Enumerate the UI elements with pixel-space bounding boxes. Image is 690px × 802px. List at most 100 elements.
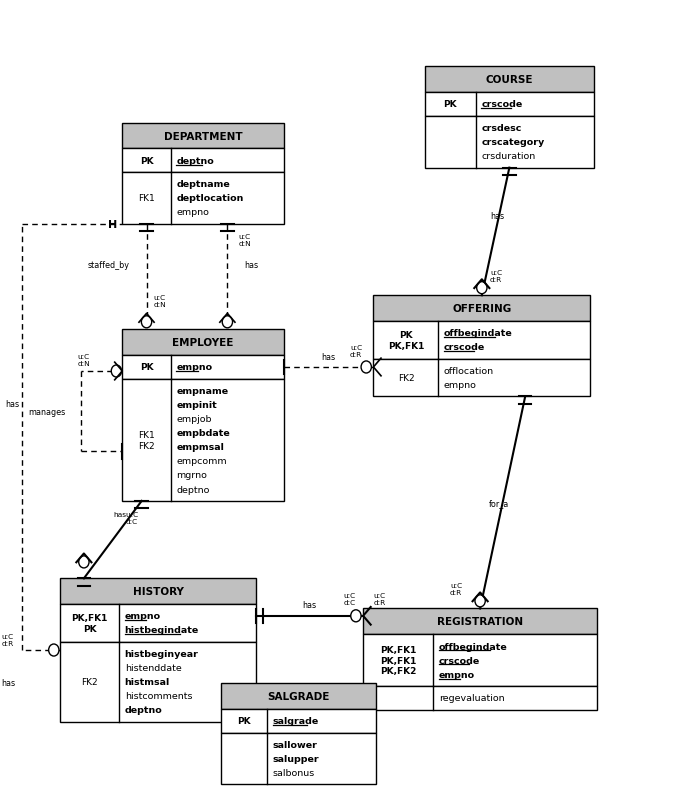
Text: PK: PK — [237, 716, 250, 725]
Bar — [425, 67, 593, 93]
Text: for_a: for_a — [489, 498, 509, 508]
Circle shape — [222, 317, 233, 329]
Circle shape — [48, 644, 59, 656]
Text: histmsal: histmsal — [125, 678, 170, 687]
Bar — [363, 609, 597, 634]
Text: DEPARTMENT: DEPARTMENT — [164, 132, 242, 141]
Bar — [221, 709, 375, 733]
Text: PK: PK — [139, 363, 153, 372]
Text: offlocation: offlocation — [444, 367, 494, 375]
Text: FK1
FK2: FK1 FK2 — [138, 431, 155, 450]
Text: empno: empno — [439, 670, 475, 678]
Text: histenddate: histenddate — [125, 663, 181, 672]
Bar — [363, 634, 597, 687]
Text: u:C
d:C: u:C d:C — [344, 592, 355, 605]
Circle shape — [361, 362, 371, 374]
Bar — [122, 330, 284, 356]
Text: OFFERING: OFFERING — [452, 304, 511, 314]
Bar — [363, 687, 597, 710]
Circle shape — [111, 366, 121, 378]
Bar — [221, 733, 375, 784]
Text: crscode: crscode — [439, 656, 480, 665]
Bar — [60, 605, 257, 642]
Bar — [425, 93, 593, 116]
Text: sallower: sallower — [273, 740, 317, 749]
Circle shape — [477, 282, 487, 294]
Text: has: has — [244, 261, 259, 269]
Text: crscode: crscode — [444, 343, 485, 352]
Text: offbegindate: offbegindate — [444, 329, 513, 338]
Text: empinit: empinit — [176, 401, 217, 410]
Text: regevaluation: regevaluation — [439, 694, 504, 703]
Text: u:C
d:N: u:C d:N — [77, 354, 90, 367]
Bar — [122, 149, 284, 173]
Text: EMPLOYEE: EMPLOYEE — [172, 338, 234, 348]
Text: PK: PK — [444, 100, 457, 109]
Text: empno: empno — [176, 209, 209, 217]
Circle shape — [141, 317, 152, 329]
Text: u:C
d:R: u:C d:R — [1, 634, 14, 646]
Text: empmsal: empmsal — [176, 443, 224, 452]
Text: FK2: FK2 — [81, 678, 98, 687]
Text: empno: empno — [444, 381, 477, 390]
Text: u:C
d:R: u:C d:R — [350, 345, 362, 358]
Text: u:C
d:N: u:C d:N — [153, 294, 166, 307]
Text: H: H — [108, 220, 117, 229]
Text: FK2: FK2 — [397, 374, 414, 383]
Text: salgrade: salgrade — [273, 716, 319, 725]
Text: u:C
d:R: u:C d:R — [490, 269, 502, 282]
Text: crsduration: crsduration — [481, 152, 535, 161]
Bar — [221, 683, 375, 709]
Text: PK,FK1
PK: PK,FK1 PK — [72, 614, 108, 633]
Bar — [122, 173, 284, 225]
Text: deptlocation: deptlocation — [176, 194, 244, 203]
Bar — [425, 116, 593, 168]
Text: has: has — [303, 601, 317, 610]
Circle shape — [79, 557, 89, 568]
Text: crsdesc: crsdesc — [481, 124, 522, 133]
Text: hasu:C
d:C: hasu:C d:C — [113, 511, 138, 524]
Text: SALGRADE: SALGRADE — [267, 691, 329, 701]
Bar — [373, 359, 590, 397]
Text: PK: PK — [139, 156, 153, 165]
Circle shape — [351, 610, 361, 622]
Text: histbegindate: histbegindate — [125, 626, 199, 634]
Text: HISTORY: HISTORY — [133, 586, 184, 597]
Text: crscode: crscode — [481, 100, 522, 109]
Text: PK,FK1
PK,FK1
PK,FK2: PK,FK1 PK,FK1 PK,FK2 — [380, 646, 416, 675]
Bar — [122, 379, 284, 501]
Text: histbeginyear: histbeginyear — [125, 650, 199, 658]
Text: has: has — [6, 399, 19, 408]
Circle shape — [475, 595, 485, 607]
Text: deptname: deptname — [176, 180, 230, 189]
Text: salupper: salupper — [273, 754, 319, 763]
Text: PK
PK,FK1: PK PK,FK1 — [388, 330, 424, 350]
Text: salbonus: salbonus — [273, 768, 315, 777]
Text: COURSE: COURSE — [486, 75, 533, 85]
Text: u:C
d:R: u:C d:R — [450, 582, 462, 595]
Text: staffed_by: staffed_by — [88, 261, 130, 269]
Text: deptno: deptno — [176, 485, 210, 494]
Bar — [60, 579, 257, 605]
Text: empname: empname — [176, 387, 228, 395]
Text: manages: manages — [28, 407, 66, 416]
Bar — [373, 296, 590, 322]
Bar — [122, 124, 284, 149]
Text: empno: empno — [125, 612, 161, 621]
Text: crscategory: crscategory — [481, 138, 544, 147]
Text: has: has — [322, 352, 336, 361]
Text: deptno: deptno — [125, 706, 162, 715]
Text: mgrno: mgrno — [176, 471, 207, 480]
Text: histcomments: histcomments — [125, 691, 193, 700]
Text: empno: empno — [176, 363, 213, 372]
Text: offbegindate: offbegindate — [439, 642, 508, 650]
Bar — [122, 356, 284, 379]
Text: FK1: FK1 — [138, 194, 155, 203]
Text: empcomm: empcomm — [176, 457, 227, 466]
Text: has: has — [1, 678, 16, 687]
Text: empbdate: empbdate — [176, 429, 230, 438]
Text: has: has — [490, 212, 504, 221]
Bar — [373, 322, 590, 359]
Text: deptno: deptno — [176, 156, 214, 165]
Bar — [60, 642, 257, 722]
